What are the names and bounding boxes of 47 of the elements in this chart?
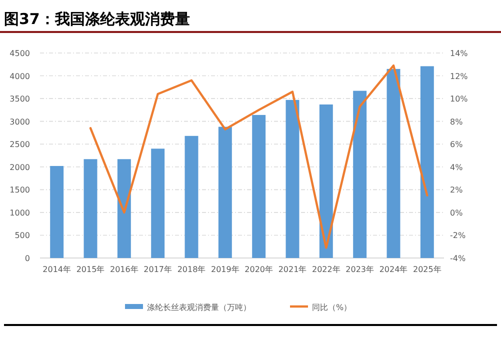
y-tick-label: 2000: [10, 162, 30, 172]
x-tick-label: 2021年: [278, 265, 307, 274]
bar: [420, 66, 434, 258]
y2-tick-label: 8%: [450, 117, 464, 126]
x-tick-label: 2023年: [346, 265, 374, 274]
y-tick-label: 1500: [10, 186, 30, 195]
x-tick-label: 2025年: [412, 265, 442, 274]
y-tick-label: 0: [24, 254, 30, 263]
bar: [117, 159, 131, 258]
y2-tick-label: 0%: [450, 208, 464, 218]
y2-tick-label: -2%: [450, 231, 466, 240]
y-tick-label: 4500: [10, 49, 30, 58]
x-tick-label: 2018年: [177, 265, 206, 274]
bar: [151, 148, 165, 258]
y2-tick-label: 6%: [450, 140, 464, 150]
legend-label: 同比（%）: [312, 303, 352, 312]
bar: [252, 114, 266, 258]
bar: [319, 104, 333, 258]
x-tick-label: 2016年: [110, 265, 138, 274]
x-tick-label: 2019年: [210, 265, 240, 274]
y-tick-label: 4000: [10, 72, 30, 81]
bar: [50, 166, 64, 258]
bar: [286, 100, 300, 258]
legend-label: 涤纶长丝表观消费量（万吨）: [147, 303, 251, 312]
y2-tick-label: 12%: [450, 72, 468, 81]
y2-tick-label: 14%: [450, 49, 468, 58]
x-tick-label: 2015年: [76, 265, 105, 274]
bar: [184, 136, 198, 258]
y-tick-label: 3500: [10, 94, 30, 104]
y2-tick-label: 4%: [450, 162, 464, 172]
y-tick-label: 1000: [10, 208, 30, 218]
chart-title: 图37：我国涤纶表观消费量: [4, 10, 190, 28]
y-tick-label: 500: [14, 231, 30, 240]
y2-tick-label: 2%: [450, 186, 464, 195]
bar: [353, 90, 367, 258]
x-tick-label: 2017年: [144, 265, 172, 274]
bar: [218, 126, 232, 258]
bar: [84, 159, 98, 258]
bar: [386, 68, 400, 258]
y2-tick-label: -4%: [450, 254, 466, 263]
x-tick-label: 2022年: [312, 265, 340, 274]
x-tick-label: 2024年: [379, 265, 408, 274]
x-tick-label: 2020年: [244, 265, 274, 274]
x-tick-label: 2014年: [42, 265, 72, 274]
y-tick-label: 2500: [10, 140, 30, 150]
y-tick-label: 3000: [10, 117, 30, 126]
y2-tick-label: 10%: [450, 94, 468, 104]
